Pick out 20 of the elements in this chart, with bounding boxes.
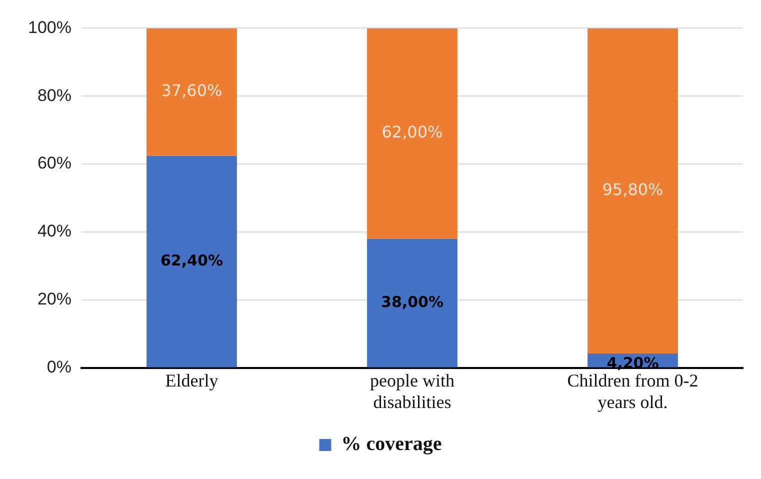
data-label: 62,00% xyxy=(382,122,443,142)
bar xyxy=(367,28,458,239)
y-tick-label: 20% xyxy=(37,290,72,309)
bar xyxy=(146,156,237,368)
data-label: 38,00% xyxy=(381,292,444,311)
y-tick-label: 0% xyxy=(46,357,72,376)
y-tick-label: 100% xyxy=(28,18,72,37)
legend-label: % coverage xyxy=(341,433,442,456)
data-label: 62,40% xyxy=(160,251,223,270)
bar xyxy=(146,28,237,156)
bar xyxy=(588,28,678,354)
data-label: 95,80% xyxy=(602,180,664,200)
bar xyxy=(367,238,458,368)
x-tick-label: Elderly xyxy=(165,370,218,390)
y-tick-label: 80% xyxy=(37,86,72,105)
x-tick-label: Children from 0-2 years old. xyxy=(567,370,698,412)
y-tick-label: 40% xyxy=(37,222,72,241)
y-tick-label: 60% xyxy=(37,154,72,173)
data-label: 37,60% xyxy=(161,81,222,100)
x-tick-label: people with disabilities xyxy=(370,370,454,412)
